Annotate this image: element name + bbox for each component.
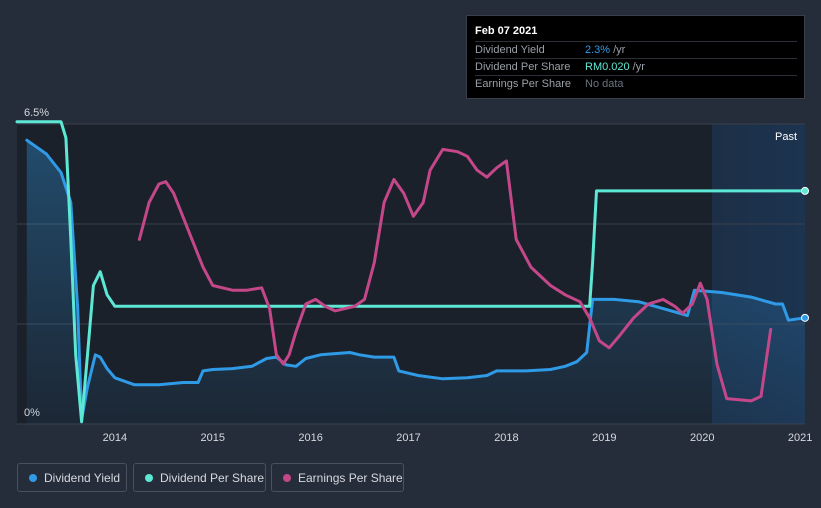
x-tick-label: 2014 xyxy=(103,432,127,444)
tooltip-label: Earnings Per Share xyxy=(475,78,571,90)
dividend-per-share-end-point xyxy=(801,186,809,195)
legend-dot xyxy=(283,474,291,482)
tooltip-value: No data xyxy=(585,78,624,90)
legend-dot xyxy=(29,474,37,482)
x-tick-label: 2020 xyxy=(690,432,714,444)
x-axis-labels: 2014 2015 2016 2017 2018 2019 2020 2021 xyxy=(103,432,813,444)
tooltip-label: Dividend Yield xyxy=(475,44,545,56)
dividend-yield-area xyxy=(26,140,806,424)
dividend-per-share-line xyxy=(15,120,807,424)
dividend-yield-end-point xyxy=(801,313,809,322)
tooltip-row-dividend-yield: Dividend Yield 2.3%/yr xyxy=(475,41,797,58)
tooltip-value: 2.3%/yr xyxy=(585,44,626,56)
series-layer xyxy=(15,120,809,424)
legend-dot xyxy=(145,474,153,482)
tooltip: Feb 07 2021 Dividend Yield 2.3%/yr Divid… xyxy=(466,15,805,99)
tooltip-label: Dividend Per Share xyxy=(475,61,571,73)
y-tick-label: 6.5% xyxy=(24,107,49,119)
x-tick-label: 2019 xyxy=(592,432,616,444)
x-tick-label: 2015 xyxy=(201,432,225,444)
x-tick-label: 2021 xyxy=(788,432,812,444)
legend-label: Dividend Yield xyxy=(44,471,121,485)
legend-earnings-per-share[interactable]: Earnings Per Share xyxy=(271,463,404,492)
tooltip-date: Feb 07 2021 xyxy=(475,25,538,37)
x-tick-label: 2017 xyxy=(396,432,420,444)
legend-dividend-per-share[interactable]: Dividend Per Share xyxy=(133,463,266,492)
dividend-yield-line xyxy=(25,138,807,421)
past-label: Past xyxy=(775,131,797,143)
legend-dividend-yield[interactable]: Dividend Yield xyxy=(17,463,127,492)
earnings-per-share-line xyxy=(137,147,773,403)
tooltip-row-dividend-per-share: Dividend Per Share RM0.020/yr xyxy=(475,58,797,75)
x-tick-label: 2018 xyxy=(494,432,518,444)
tooltip-row-earnings-per-share: Earnings Per Share No data xyxy=(475,75,797,92)
tooltip-value: RM0.020/yr xyxy=(585,61,645,73)
x-tick-label: 2016 xyxy=(298,432,322,444)
legend-label: Dividend Per Share xyxy=(160,471,265,485)
legend-label: Earnings Per Share xyxy=(298,471,403,485)
